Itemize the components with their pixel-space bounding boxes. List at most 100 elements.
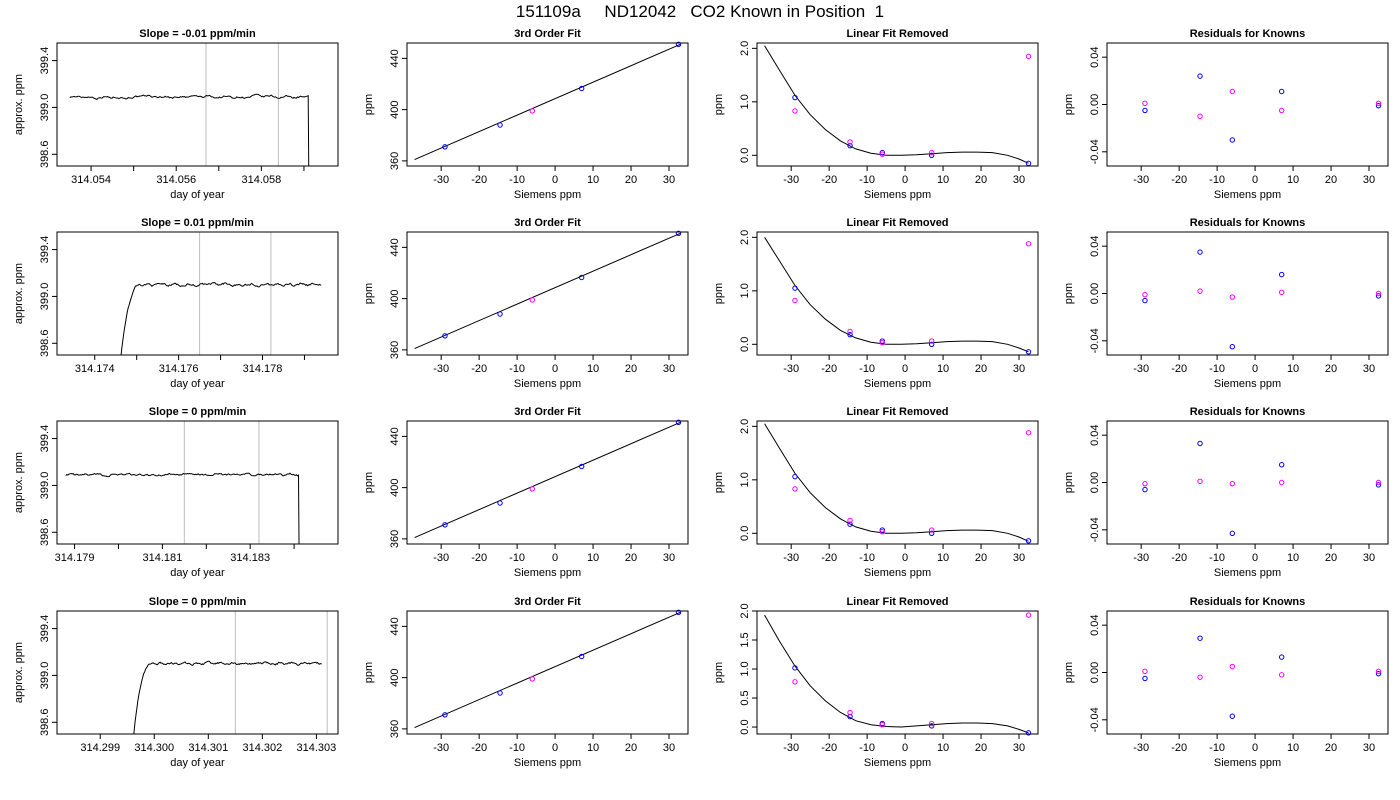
- y-axis-label: ppm: [713, 283, 725, 304]
- panel-title: 3rd Order Fit: [514, 596, 581, 608]
- blue-point: [442, 522, 448, 528]
- magenta-point: [847, 139, 853, 145]
- x-tick-label: 30: [663, 174, 675, 186]
- blue-point: [578, 274, 585, 281]
- panel-title: 3rd Order Fit: [514, 28, 581, 40]
- x-tick-label: 30: [1013, 742, 1025, 754]
- linear-panel-row-1: Linear Fit Removed -30 -20 -10 0 10 20 30 0.0 1.0…: [700, 25, 1040, 215]
- blue-point: [1278, 271, 1285, 278]
- x-tick-label: -20: [471, 363, 487, 375]
- y-tick-label: 0.00: [1089, 283, 1101, 304]
- plot-frame: [406, 231, 689, 356]
- magenta-point: [1025, 612, 1032, 618]
- blue-point: [879, 338, 886, 344]
- plot-frame: [406, 42, 689, 167]
- blue-point: [1229, 713, 1236, 719]
- x-axis-label: day of year: [170, 757, 225, 769]
- y-tick-label: 360: [389, 152, 401, 170]
- y-tick-label: 399.4: [39, 615, 51, 643]
- linear-chart-4: Linear Fit Removed -30 -20 -10 0 10 20 30 0.0 0.5…: [713, 596, 1039, 769]
- linear-chart-3: Linear Fit Removed -30 -20 -10 0 10 20 30 0.0 1.0…: [713, 406, 1039, 579]
- residual-chart-4: Residuals for Knowns -30 -20 -10 0 10 20 30 -0.0…: [1063, 596, 1389, 769]
- blue-point: [1142, 297, 1148, 304]
- x-tick-label: 10: [587, 742, 599, 754]
- y-axis-label: ppm: [363, 283, 375, 304]
- y-tick-label: 2.0: [739, 230, 751, 245]
- magenta-point: [1142, 668, 1148, 675]
- magenta-point: [529, 676, 536, 682]
- blue-point: [1375, 482, 1382, 488]
- plot-area: [764, 614, 1029, 734]
- magenta-point: [792, 486, 798, 492]
- magenta-point: [1142, 100, 1148, 107]
- trace-line: [69, 93, 310, 166]
- y-tick-label: 0.00: [1089, 662, 1101, 683]
- magenta-point: [792, 108, 798, 114]
- magenta-point: [1229, 88, 1236, 95]
- y-tick-label: -0.04: [1089, 707, 1101, 732]
- blue-point: [792, 94, 798, 101]
- y-axis-label: ppm: [1063, 283, 1075, 304]
- x-tick-label: 30: [1013, 174, 1025, 186]
- x-tick-label: -30: [783, 742, 799, 754]
- x-tick-label: -10: [1209, 552, 1225, 564]
- x-tick-label: 10: [937, 363, 949, 375]
- magenta-point: [1278, 479, 1285, 486]
- x-tick-label: -30: [783, 552, 799, 564]
- x-tick-label: -20: [471, 174, 487, 186]
- panel-title: Linear Fit Removed: [846, 28, 948, 40]
- x-tick-label: 20: [975, 552, 987, 564]
- x-axis-label: Siemens ppm: [514, 567, 581, 579]
- x-tick-label: 0: [1252, 742, 1258, 754]
- x-tick-label: 30: [663, 363, 675, 375]
- blue-point: [1025, 160, 1032, 167]
- y-tick-label: 400: [389, 100, 401, 118]
- blue-point: [578, 463, 585, 470]
- panel-title: Residuals for Knowns: [1190, 406, 1306, 418]
- y-tick-label: 0.0: [739, 526, 751, 541]
- panel-title: Slope = 0.01 ppm/min: [141, 217, 254, 229]
- x-tick-label: 10: [587, 363, 599, 375]
- plot-area: [133, 611, 328, 734]
- y-tick-label: 440: [389, 617, 401, 635]
- x-tick-label: -20: [1171, 552, 1187, 564]
- x-tick-label: -20: [471, 742, 487, 754]
- timeseries-panel-row-3: Slope = 0 ppm/min 314.179 314.181 314.183 39…: [0, 403, 340, 593]
- y-tick-label: -0.04: [1089, 139, 1101, 164]
- x-tick-label: -20: [1171, 363, 1187, 375]
- blue-point: [442, 144, 448, 150]
- linear-chart-1: Linear Fit Removed -30 -20 -10 0 10 20 30 0.0 1.0…: [713, 28, 1039, 201]
- fit-line: [414, 232, 681, 350]
- x-tick-label: -10: [509, 552, 525, 564]
- x-axis-label: Siemens ppm: [1214, 757, 1281, 769]
- panel-title: Residuals for Knowns: [1190, 28, 1306, 40]
- y-tick-label: 0.0: [739, 719, 751, 734]
- fit-panel-row-2: 3rd Order Fit -30 -20 -10 0 10 20 30 360 400 440 Si…: [350, 214, 690, 404]
- blue-point: [1025, 538, 1032, 544]
- blue-point: [1229, 137, 1236, 143]
- fit-curve: [764, 614, 1029, 734]
- residual-panel-row-4: Residuals for Knowns -30 -20 -10 0 10 20 30 -0.0…: [1050, 593, 1390, 783]
- y-tick-label: 399.0: [39, 472, 51, 500]
- y-tick-label: 2.0: [739, 419, 751, 434]
- blue-point: [879, 527, 886, 533]
- magenta-point: [1375, 668, 1382, 675]
- panel-title: Slope = -0.01 ppm/min: [139, 28, 256, 40]
- x-tick-label: 10: [1287, 552, 1299, 564]
- blue-point: [675, 419, 682, 425]
- y-axis-label: approx. ppm: [13, 74, 25, 135]
- blue-point: [928, 152, 935, 159]
- magenta-point: [879, 340, 886, 346]
- timeseries-chart-1: Slope = -0.01 ppm/min 314.054 314.056 314.0…: [13, 28, 339, 201]
- x-axis-label: Siemens ppm: [1214, 378, 1281, 390]
- x-tick-label: 30: [1013, 363, 1025, 375]
- y-tick-label: 398.6: [39, 709, 51, 737]
- blue-point: [792, 665, 798, 671]
- magenta-point: [1229, 294, 1236, 300]
- y-tick-label: 1.0: [739, 661, 751, 676]
- plot-area: [414, 232, 681, 350]
- x-tick-label: -10: [859, 742, 875, 754]
- y-tick-label: 399.0: [39, 283, 51, 311]
- x-axis-label: day of year: [170, 378, 225, 390]
- x-tick-label: 30: [1363, 552, 1375, 564]
